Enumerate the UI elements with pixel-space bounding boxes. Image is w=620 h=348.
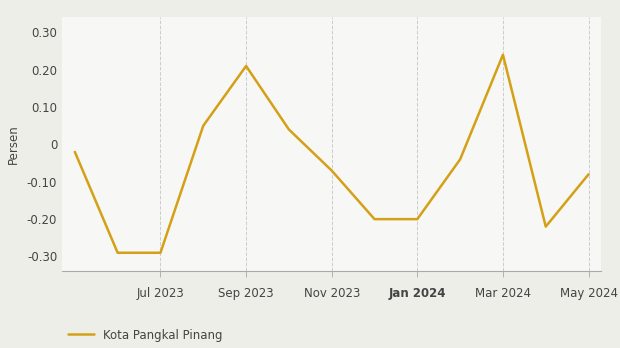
Kota Pangkal Pinang bbox=[242, 64, 250, 68]
Kota Pangkal Pinang bbox=[456, 157, 464, 161]
Kota Pangkal Pinang bbox=[157, 251, 164, 255]
Text: Mar 2024: Mar 2024 bbox=[475, 287, 531, 300]
Kota Pangkal Pinang bbox=[371, 217, 378, 221]
Legend: Kota Pangkal Pinang: Kota Pangkal Pinang bbox=[68, 329, 223, 342]
Text: Nov 2023: Nov 2023 bbox=[304, 287, 360, 300]
Kota Pangkal Pinang bbox=[585, 172, 592, 176]
Kota Pangkal Pinang bbox=[71, 150, 79, 154]
Y-axis label: Persen: Persen bbox=[7, 125, 20, 164]
Kota Pangkal Pinang bbox=[328, 168, 335, 173]
Text: May 2024: May 2024 bbox=[560, 287, 618, 300]
Text: Sep 2023: Sep 2023 bbox=[218, 287, 274, 300]
Line: Kota Pangkal Pinang: Kota Pangkal Pinang bbox=[75, 55, 588, 253]
Kota Pangkal Pinang bbox=[499, 53, 507, 57]
Kota Pangkal Pinang bbox=[414, 217, 421, 221]
Kota Pangkal Pinang bbox=[542, 224, 549, 229]
Text: Jan 2024: Jan 2024 bbox=[389, 287, 446, 300]
Kota Pangkal Pinang bbox=[200, 124, 207, 128]
Text: Jul 2023: Jul 2023 bbox=[136, 287, 184, 300]
Kota Pangkal Pinang bbox=[285, 127, 293, 132]
Kota Pangkal Pinang bbox=[114, 251, 122, 255]
